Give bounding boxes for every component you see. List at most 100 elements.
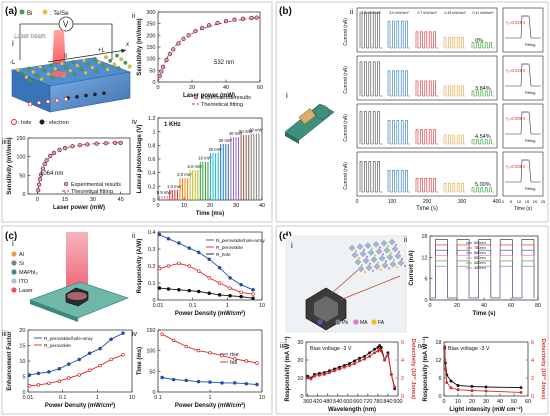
detectivity-point [343, 365, 346, 369]
current-trace [471, 42, 477, 49]
atom-icon [127, 64, 132, 69]
detectivity-point [322, 372, 326, 376]
atom-icon [82, 58, 86, 63]
atom-icon [71, 60, 75, 64]
hole-icon [27, 101, 33, 107]
x-tick-label: 660 [353, 399, 362, 405]
octahedron-icon [386, 253, 394, 261]
current-trace [480, 90, 486, 97]
responsivity-line [444, 347, 522, 389]
current-trace [387, 120, 393, 145]
cation-icon [389, 252, 393, 255]
data-point [197, 250, 201, 255]
row-label: 3.84% [475, 86, 491, 92]
data-point [171, 47, 176, 52]
atom-icon [108, 58, 113, 63]
y-tick-label: 0 [152, 390, 155, 396]
current-trace [456, 183, 462, 193]
legend-label: 550nm [474, 256, 486, 260]
chart-a-iii: 0 15 30 45 0 50 100 150 Laser power (mW) Sensitiv… [2, 136, 131, 211]
data-point [207, 276, 211, 280]
x-axis-label: Laser power (mW) [183, 93, 235, 99]
current-trace [428, 31, 434, 49]
atom-icon [20, 71, 25, 76]
atom-icon [38, 64, 42, 69]
current-trace [452, 183, 458, 193]
pulse-bar [189, 169, 191, 200]
axis-x-label: x [126, 42, 129, 48]
current-trace [489, 187, 494, 193]
atom-icon [115, 53, 119, 58]
data-point [207, 257, 211, 261]
x-tick-label: 30 [233, 203, 239, 209]
data-point [121, 353, 125, 357]
x-axis-label: Time (ms) [196, 211, 224, 217]
x-tick-label: 780 [373, 399, 382, 405]
x-tick-label: 900 [393, 399, 402, 405]
current-trace [415, 129, 421, 145]
detectivity-point [312, 374, 316, 378]
x-tick-label: 1 [226, 303, 229, 309]
voltmeter-icon [58, 16, 74, 32]
subpanel-label: i [286, 91, 288, 100]
x-tick-label: 20 [469, 399, 475, 405]
inset-x-tick-label: 20 [533, 199, 538, 204]
x-tick-label: 540 [333, 399, 342, 405]
current-trace [364, 111, 369, 145]
legend-label: Pb [342, 320, 348, 326]
atom-icon [49, 63, 53, 68]
detectivity-point [393, 385, 397, 389]
detectivity-point [470, 389, 474, 393]
detectivity-point [443, 367, 447, 371]
current-trace [433, 31, 438, 49]
y-tick-label: 0.2 [148, 184, 156, 190]
detectivity-point [445, 381, 449, 384]
responsivity-point [470, 384, 474, 388]
atom-icon [42, 68, 47, 73]
data-point [197, 289, 201, 294]
current-trace [392, 70, 397, 97]
axis-neg-label: -L [10, 60, 16, 66]
responsivity-point [358, 356, 361, 360]
current-trace [471, 90, 477, 97]
detectivity-point [519, 390, 523, 394]
atom-icon [83, 70, 88, 75]
current-trace [480, 42, 486, 49]
legend-label: I [324, 320, 325, 326]
current-trace [396, 170, 402, 193]
y-tick-label: 50 [19, 173, 25, 179]
data-point [160, 375, 164, 380]
data-point [77, 357, 81, 362]
y2-tick-label: 0 [401, 394, 404, 400]
x-tick-label: 80 [535, 303, 541, 309]
chart-d-iii: 360 420 480 540 600 660 720 780 840 9000102030Wav… [280, 337, 417, 413]
panel-d-frame [275, 225, 549, 415]
stage-label: 0.11 mW/cm² [472, 11, 494, 15]
pulse-bar [199, 161, 201, 200]
data-point [228, 276, 232, 280]
data-point [207, 291, 211, 295]
detectivity-point [363, 357, 366, 361]
detectivity-point [378, 347, 382, 351]
data-point [217, 281, 222, 285]
stage-label: 3.0 mW/cm² [389, 11, 409, 15]
pulse-bar [220, 143, 222, 200]
x-tick-label: 0.1 [154, 395, 162, 401]
detectivity-point [353, 362, 356, 366]
x-axis-label: Power Density (mW/cm²) [45, 402, 115, 409]
panel-b-frame [275, 1, 549, 223]
y-tick-label: 12 [435, 358, 441, 364]
y-tick-label: 150 [146, 328, 155, 334]
x-axis-label: Power Density (mW/cm²) [175, 402, 245, 409]
octahedron-icon [378, 255, 386, 262]
current-trace [448, 85, 453, 97]
crystal-slab-side [49, 71, 131, 113]
electron-icon [93, 92, 97, 97]
level-label: 50 mW [239, 129, 252, 134]
current-trace [364, 11, 369, 49]
atom-legend: I Pb MA FA [317, 319, 385, 326]
legend-label: fall [230, 360, 237, 366]
y2-axis-label: Detectivity (10¹¹ Jones) [540, 339, 547, 399]
data-point [255, 361, 259, 365]
